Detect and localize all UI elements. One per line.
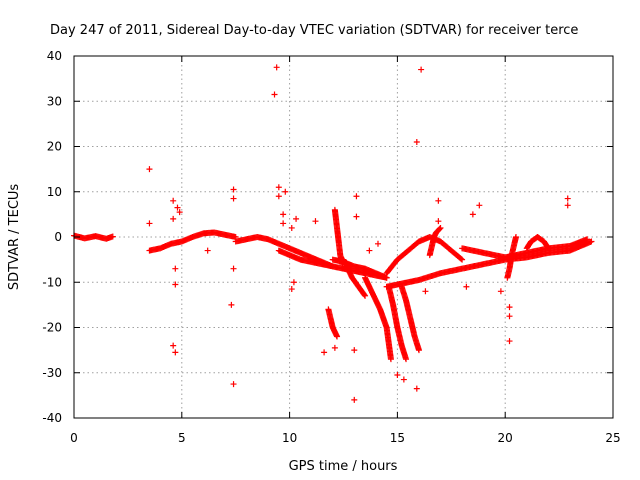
data-point <box>400 376 407 383</box>
data-point <box>361 291 368 298</box>
data-point <box>506 313 513 320</box>
data-point <box>174 204 181 211</box>
axis-ticks <box>73 55 614 419</box>
data-point <box>146 220 153 227</box>
data-point <box>436 225 443 232</box>
data-point <box>353 193 360 200</box>
y-tick-label: 20 <box>47 140 62 154</box>
data-point <box>271 91 278 98</box>
data-point <box>415 347 422 354</box>
data-point <box>109 233 116 240</box>
data-point <box>506 338 513 345</box>
data-point <box>170 197 177 204</box>
data-point <box>463 283 470 290</box>
data-point <box>172 349 179 356</box>
data-point <box>362 292 369 299</box>
y-tick-label: -30 <box>42 366 62 380</box>
x-axis-title: GPS time / hours <box>289 459 398 474</box>
chart-title: Day 247 of 2011, Sidereal Day-to-day VTE… <box>50 23 578 38</box>
data-point <box>476 202 483 209</box>
data-point <box>383 274 390 281</box>
data-point <box>176 209 183 216</box>
axis-tick-labels: 0 5 10 15 20 25 -40 -30 -20 -10 0 10 20 30 40 <box>42 49 620 445</box>
data-point <box>418 66 425 73</box>
data-point <box>282 188 289 195</box>
y-axis-title: SDTVAR / TECUs <box>7 184 22 291</box>
data-point <box>280 211 287 218</box>
data-point <box>321 349 328 356</box>
data-point <box>293 215 300 222</box>
data-point <box>230 265 237 272</box>
data-point <box>458 255 465 262</box>
data-point <box>564 202 571 209</box>
data-point <box>506 304 513 311</box>
data-point <box>288 224 295 231</box>
data-point <box>280 220 287 227</box>
data-point <box>170 342 177 349</box>
data-point <box>387 356 394 363</box>
x-tick-label: 10 <box>282 431 297 445</box>
data-point <box>351 396 358 403</box>
data-point <box>230 195 237 202</box>
data-point <box>437 224 444 231</box>
data-point <box>544 244 551 251</box>
data-point <box>497 288 504 295</box>
data-point <box>459 256 466 263</box>
data-point <box>353 213 360 220</box>
x-tick-label: 5 <box>178 431 186 445</box>
y-tick-label: 30 <box>47 94 62 108</box>
data-point <box>403 356 410 363</box>
y-tick-label: -20 <box>42 321 62 335</box>
x-tick-label: 0 <box>70 431 78 445</box>
data-point <box>564 195 571 202</box>
data-point <box>351 347 358 354</box>
data-point <box>230 381 237 388</box>
grid-lines <box>74 56 613 418</box>
data-point <box>170 215 177 222</box>
data-point <box>435 197 442 204</box>
data-point <box>512 234 519 240</box>
data-point <box>331 344 338 351</box>
data-point <box>545 245 552 252</box>
data-point <box>146 166 153 173</box>
data-point <box>394 372 401 379</box>
data-point <box>366 247 373 254</box>
data-markers <box>71 64 595 403</box>
y-tick-label: -10 <box>42 275 62 289</box>
data-point <box>374 240 381 247</box>
data-point <box>273 64 280 71</box>
data-point <box>204 247 211 254</box>
y-tick-label: 40 <box>47 49 62 63</box>
data-point <box>469 211 476 218</box>
data-point <box>422 288 429 295</box>
plot-frame <box>73 55 614 419</box>
x-tick-label: 20 <box>498 431 513 445</box>
data-point <box>413 385 420 392</box>
x-tick-label: 25 <box>605 431 620 445</box>
data-point <box>312 218 319 225</box>
data-point <box>172 265 179 272</box>
y-tick-label: 0 <box>54 230 62 244</box>
data-point <box>288 286 295 293</box>
data-point <box>435 218 442 225</box>
y-tick-label: -40 <box>42 411 62 425</box>
data-point <box>275 184 282 191</box>
data-point <box>228 301 235 308</box>
y-tick-label: 10 <box>47 185 62 199</box>
data-point <box>275 193 282 200</box>
data-point <box>290 279 297 286</box>
data-point <box>413 138 420 145</box>
data-point <box>230 186 237 193</box>
data-point <box>172 281 179 288</box>
x-tick-label: 15 <box>390 431 405 445</box>
data-point <box>588 238 595 245</box>
data-point <box>584 236 591 243</box>
data-point <box>334 333 341 340</box>
